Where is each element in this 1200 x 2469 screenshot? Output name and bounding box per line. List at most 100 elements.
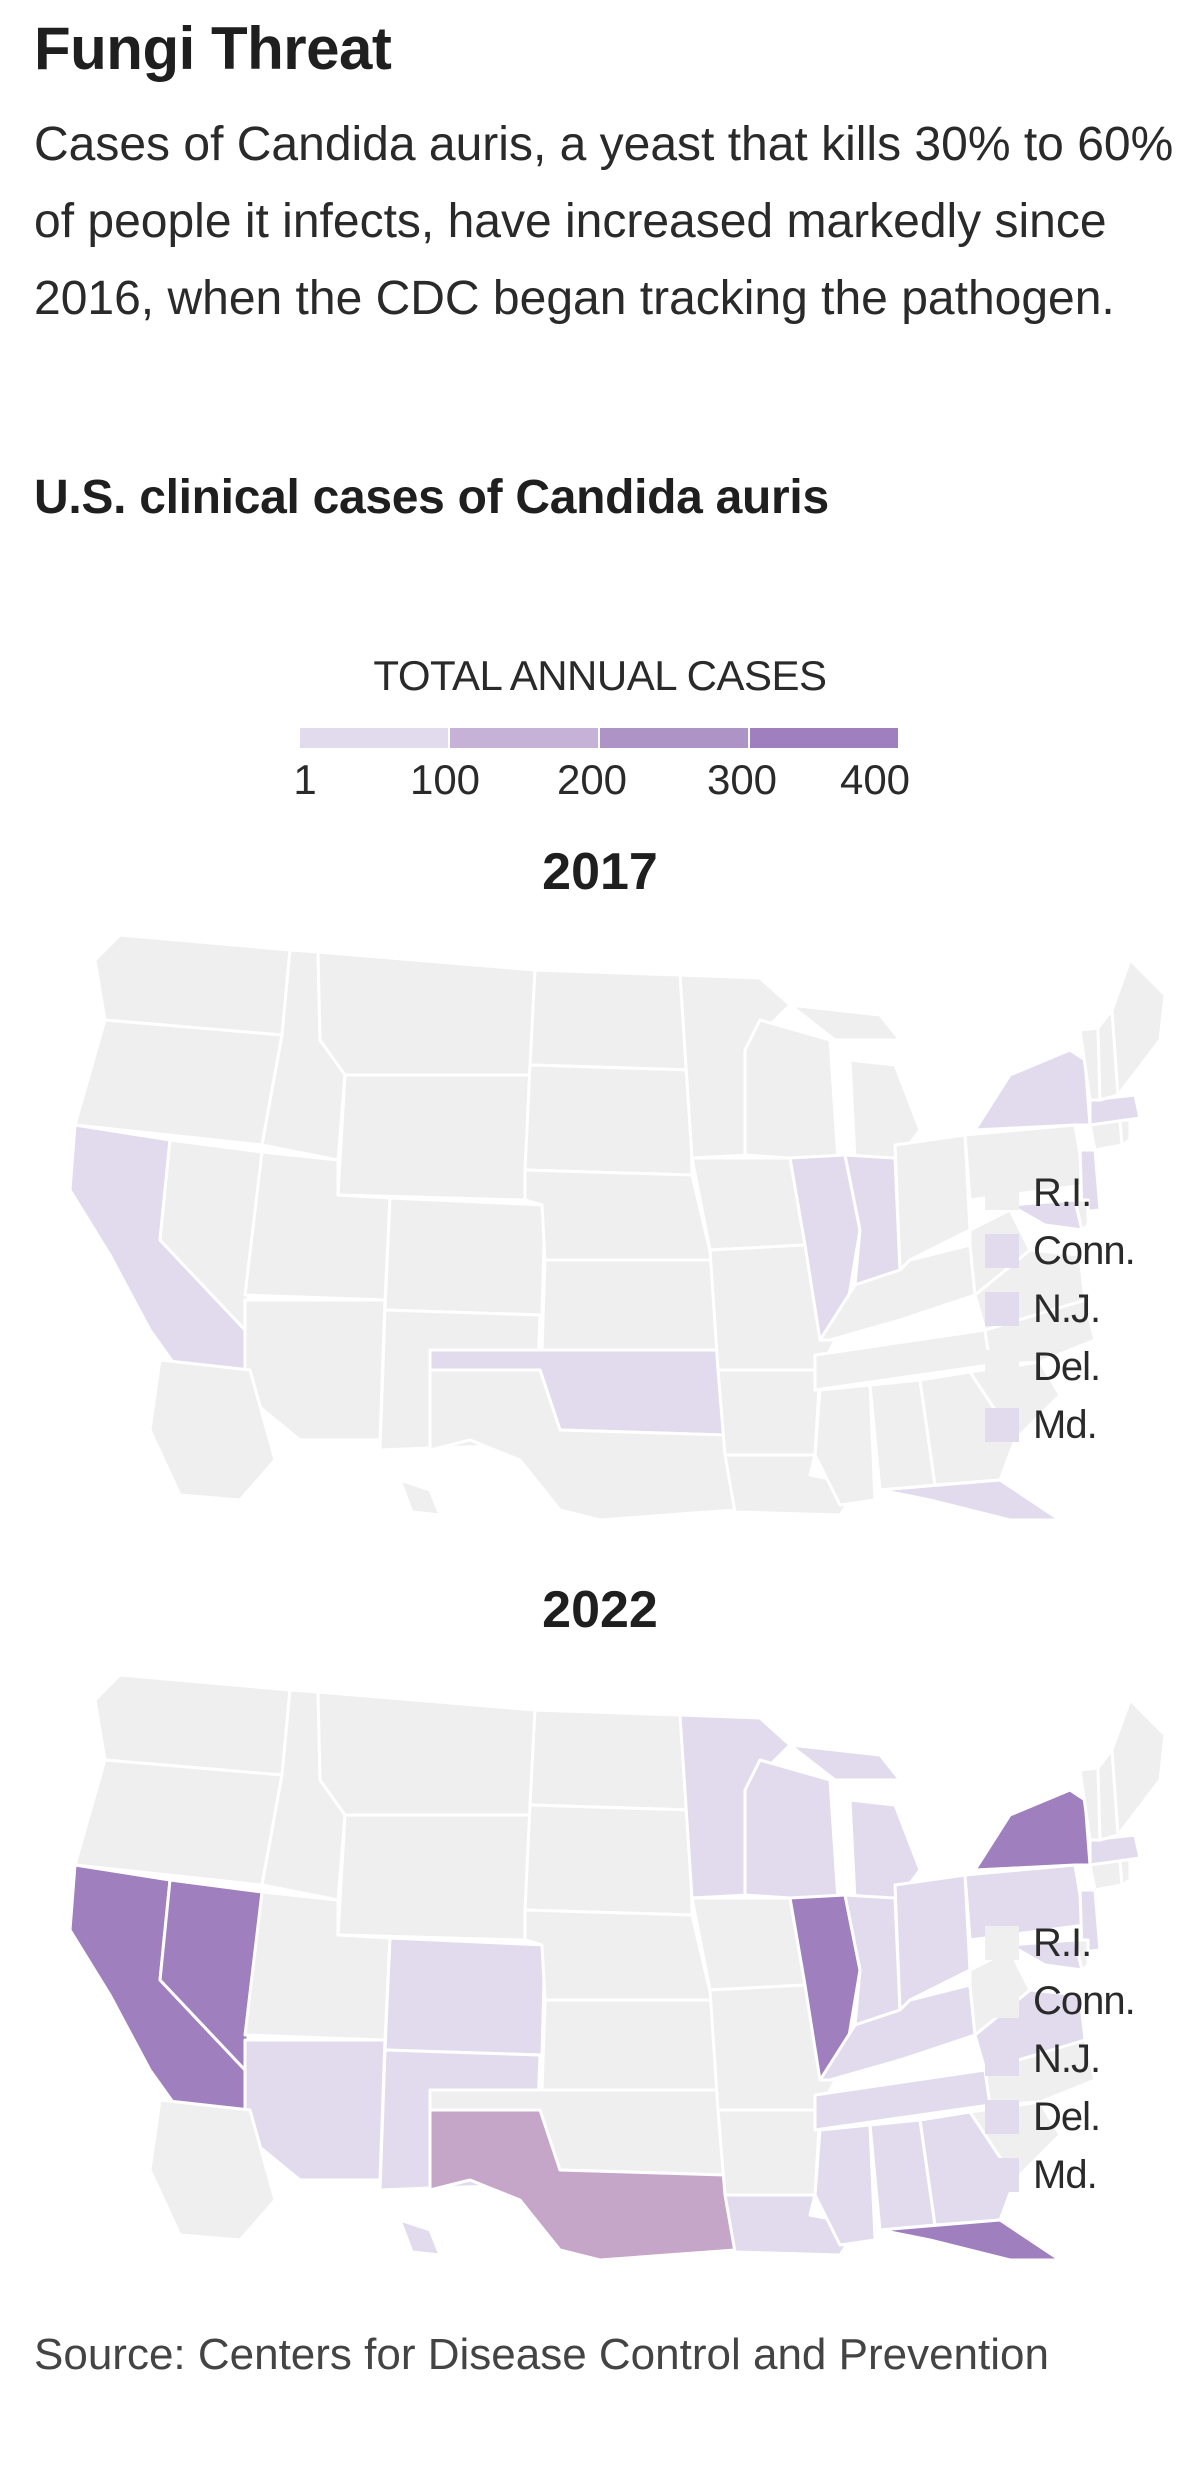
- northeast-state-swatch: [985, 1292, 1019, 1326]
- northeast-state-row: R.I.: [985, 1165, 1092, 1221]
- northeast-state-swatch: [985, 1984, 1019, 2018]
- legend-tick-label: 300: [706, 756, 778, 803]
- state-fl: [878, 1478, 1062, 1520]
- state-wi: [743, 1018, 840, 1162]
- northeast-state-row: N.J.: [985, 2031, 1101, 2087]
- legend-tick-label: 400: [839, 756, 911, 803]
- northeast-state-swatch: [985, 1350, 1019, 1384]
- state-ms: [813, 1383, 877, 1507]
- state-ma: [1088, 1093, 1142, 1127]
- state-co: [383, 1936, 547, 2057]
- northeast-state-row: R.I.: [985, 1915, 1092, 1971]
- state-wa: [93, 933, 292, 1037]
- state-or: [73, 1018, 284, 1147]
- northeast-state-swatch: [985, 1176, 1019, 1210]
- state-ne: [523, 1908, 714, 2002]
- state-ny: [973, 1788, 1092, 1872]
- northeast-state-label: R.I.: [1033, 1170, 1092, 1215]
- state-az: [243, 2038, 387, 2182]
- state-ks: [540, 1998, 720, 2092]
- state-ma: [1088, 1833, 1142, 1867]
- state-wi: [743, 1758, 840, 1902]
- state-ia: [690, 1156, 807, 1252]
- dek-text: Cases of Candida auris, a yeast that kil…: [34, 118, 1174, 325]
- state-mt: [316, 1690, 537, 1817]
- state-wy: [336, 1073, 532, 1202]
- northeast-state-swatch: [985, 1234, 1019, 1268]
- northeast-state-label: Conn.: [1033, 1228, 1136, 1273]
- state-ms: [813, 2123, 877, 2247]
- state-ia: [690, 1896, 807, 1992]
- legend-tick-label: 100: [409, 756, 481, 803]
- northeast-state-swatch: [985, 2100, 1019, 2134]
- state-ak: [148, 1358, 277, 1502]
- northeast-state-label: N.J.: [1033, 2036, 1101, 2081]
- state-de: [1073, 1198, 1090, 1232]
- northeast-state-label: Conn.: [1033, 1978, 1136, 2023]
- northeast-state-row: N.J.: [985, 1281, 1101, 1337]
- northeast-state-swatch: [985, 1926, 1019, 1960]
- state-mo: [708, 1983, 842, 2112]
- state-me: [1110, 1698, 1167, 1837]
- us-map-2022: [68, 1673, 1167, 2260]
- chart-title: U.S. clinical cases of Candida auris: [34, 471, 829, 524]
- state-tx: [428, 2108, 737, 2260]
- state-ar: [716, 1368, 822, 1457]
- state-or: [73, 1758, 284, 1887]
- state-nj: [1078, 1148, 1102, 1214]
- state-ri: [1118, 1858, 1132, 1887]
- northeast-state-row: Conn.: [985, 1973, 1136, 2029]
- state-ga: [918, 2110, 1017, 2227]
- state-ak: [148, 2098, 277, 2242]
- state-ar: [716, 2108, 822, 2197]
- state-mo: [708, 1243, 842, 1372]
- state-ri: [1118, 1118, 1132, 1147]
- state-ne: [523, 1168, 714, 1262]
- legend-title: TOTAL ANNUAL CASES: [373, 652, 827, 699]
- northeast-state-row: Del.: [985, 2089, 1101, 2145]
- state-tx: [428, 1368, 737, 1520]
- state-ga: [918, 1370, 1017, 1487]
- northeast-state-label: Del.: [1033, 1344, 1101, 1389]
- us-map-2017: [68, 933, 1167, 1520]
- state-wy: [336, 1813, 532, 1942]
- northeast-state-label: Md.: [1033, 2152, 1098, 2197]
- state-oh: [893, 1133, 972, 1272]
- headline: Fungi Threat: [34, 15, 392, 82]
- state-hi: [398, 2218, 442, 2257]
- northeast-state-label: Md.: [1033, 1402, 1098, 1447]
- northeast-state-label: Del.: [1033, 2094, 1101, 2139]
- northeast-state-label: N.J.: [1033, 1286, 1101, 1331]
- state-nd: [528, 1708, 692, 1812]
- northeast-state-row: Md.: [985, 1397, 1098, 1453]
- northeast-state-row: Md.: [985, 2147, 1098, 2203]
- state-co: [383, 1196, 547, 1317]
- northeast-state-label: R.I.: [1033, 1920, 1092, 1965]
- state-me: [1110, 958, 1167, 1097]
- state-sd: [523, 1063, 694, 1177]
- source-note: Source: Centers for Disease Control and …: [34, 2330, 1049, 2379]
- northeast-state-swatch: [985, 2158, 1019, 2192]
- state-hi: [398, 1478, 442, 1517]
- state-sd: [523, 1803, 694, 1917]
- map-year-2022: 2022: [542, 1581, 658, 1639]
- state-ks: [540, 1258, 720, 1352]
- legend-swatch: [300, 728, 448, 748]
- map-year-2017: 2017: [542, 843, 658, 901]
- legend-tick-label: 1: [293, 756, 317, 803]
- state-az: [243, 1298, 387, 1442]
- northeast-state-row: Del.: [985, 1339, 1101, 1395]
- state-nj: [1078, 1888, 1102, 1954]
- state-de: [1073, 1938, 1090, 1972]
- state-mt: [316, 950, 537, 1077]
- northeast-state-row: Conn.: [985, 1223, 1136, 1279]
- state-nd: [528, 968, 692, 1072]
- northeast-state-swatch: [985, 1408, 1019, 1442]
- legend-swatch: [750, 728, 898, 748]
- northeast-state-swatch: [985, 2042, 1019, 2076]
- legend-tick-label: 200: [556, 756, 628, 803]
- state-wa: [93, 1673, 292, 1777]
- state-ny: [973, 1048, 1092, 1132]
- state-fl: [878, 2218, 1062, 2260]
